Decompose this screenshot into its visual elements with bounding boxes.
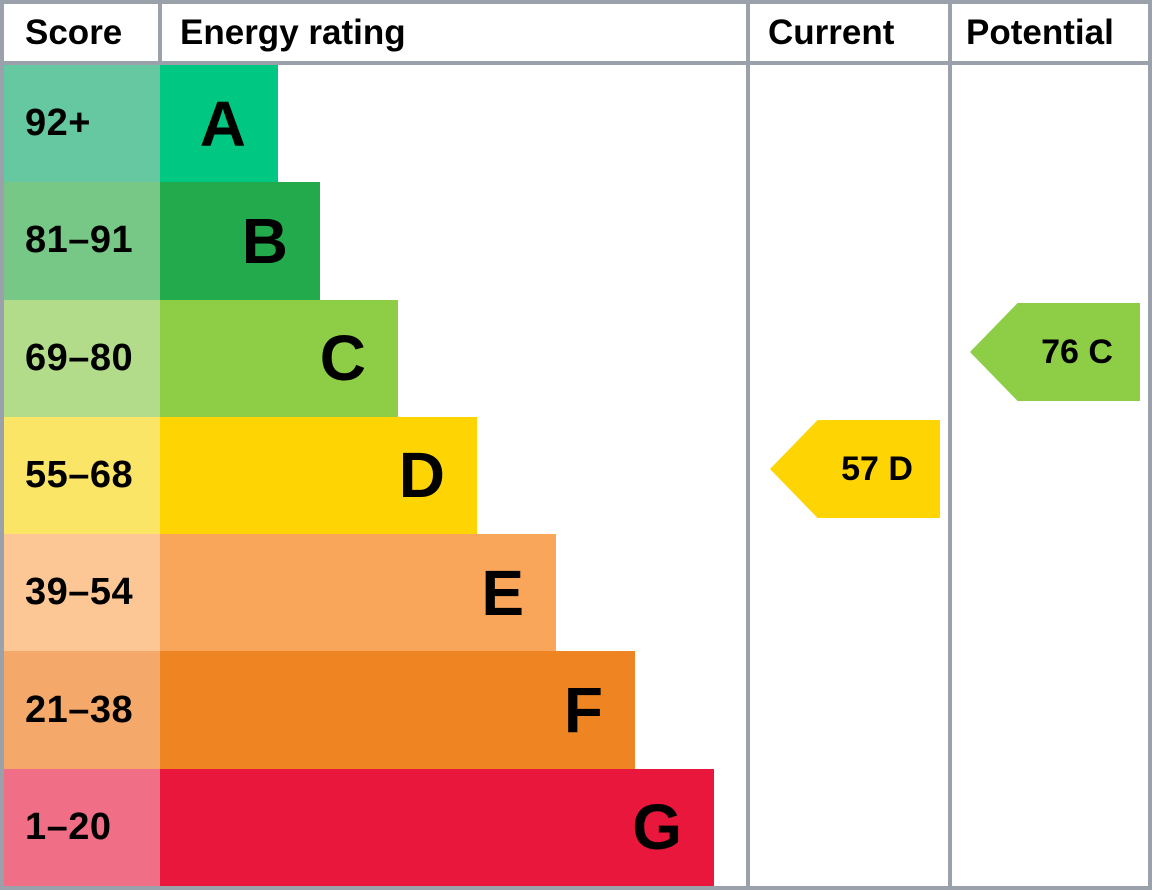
band-letter-c: C <box>319 322 366 395</box>
band-rows: 92+ A 81–91 B 69–80 C 55–68 <box>4 65 746 886</box>
score-range-e: 39–54 <box>25 571 134 614</box>
band-bar-e: E <box>160 534 556 652</box>
score-range-a: 92+ <box>25 102 91 145</box>
score-cell-f: 21–38 <box>4 651 160 769</box>
band-bar-c: C <box>160 299 398 417</box>
header-divider <box>158 4 162 61</box>
score-cell-e: 39–54 <box>4 534 160 652</box>
score-cell-a: 92+ <box>4 65 160 183</box>
potential-rating-arrow: 76 C <box>970 303 1140 401</box>
band-row-b: 81–91 B <box>4 182 746 300</box>
score-range-d: 55–68 <box>25 453 134 496</box>
current-column-divider <box>746 4 750 886</box>
band-row-a: 92+ A <box>4 65 746 183</box>
current-column-header: Current <box>768 12 895 52</box>
band-letter-d: D <box>398 439 445 512</box>
score-range-f: 21–38 <box>25 688 134 731</box>
band-letter-g: G <box>632 791 682 864</box>
score-cell-b: 81–91 <box>4 182 160 300</box>
band-bar-b: B <box>160 182 320 300</box>
band-letter-b: B <box>241 204 288 277</box>
band-letter-e: E <box>481 556 524 629</box>
band-letter-f: F <box>563 674 603 747</box>
current-rating-arrow: 57 D <box>770 420 940 518</box>
band-bar-a: A <box>160 65 278 183</box>
band-row-f: 21–38 F <box>4 651 746 769</box>
band-row-c: 69–80 C <box>4 299 746 417</box>
score-range-g: 1–20 <box>25 805 112 848</box>
chart-header: Score Energy rating Current Potential <box>4 4 1148 65</box>
potential-rating-label: 76 C <box>1041 332 1113 371</box>
band-row-g: 1–20 G <box>4 768 746 886</box>
band-bar-d: D <box>160 416 477 535</box>
current-rating-label: 57 D <box>841 449 913 488</box>
potential-column-header: Potential <box>966 12 1114 52</box>
band-letter-a: A <box>199 87 246 160</box>
score-range-c: 69–80 <box>25 336 134 379</box>
score-column-header: Score <box>25 12 123 52</box>
potential-column-divider <box>948 4 952 886</box>
score-range-b: 81–91 <box>25 219 134 262</box>
band-bar-f: F <box>160 651 635 769</box>
band-bar-g: G <box>160 768 714 886</box>
band-row-e: 39–54 E <box>4 534 746 652</box>
score-cell-d: 55–68 <box>4 416 160 535</box>
score-cell-c: 69–80 <box>4 299 160 417</box>
band-row-d: 55–68 D <box>4 416 746 535</box>
energy-rating-column-header: Energy rating <box>180 12 406 52</box>
score-cell-g: 1–20 <box>4 768 160 886</box>
